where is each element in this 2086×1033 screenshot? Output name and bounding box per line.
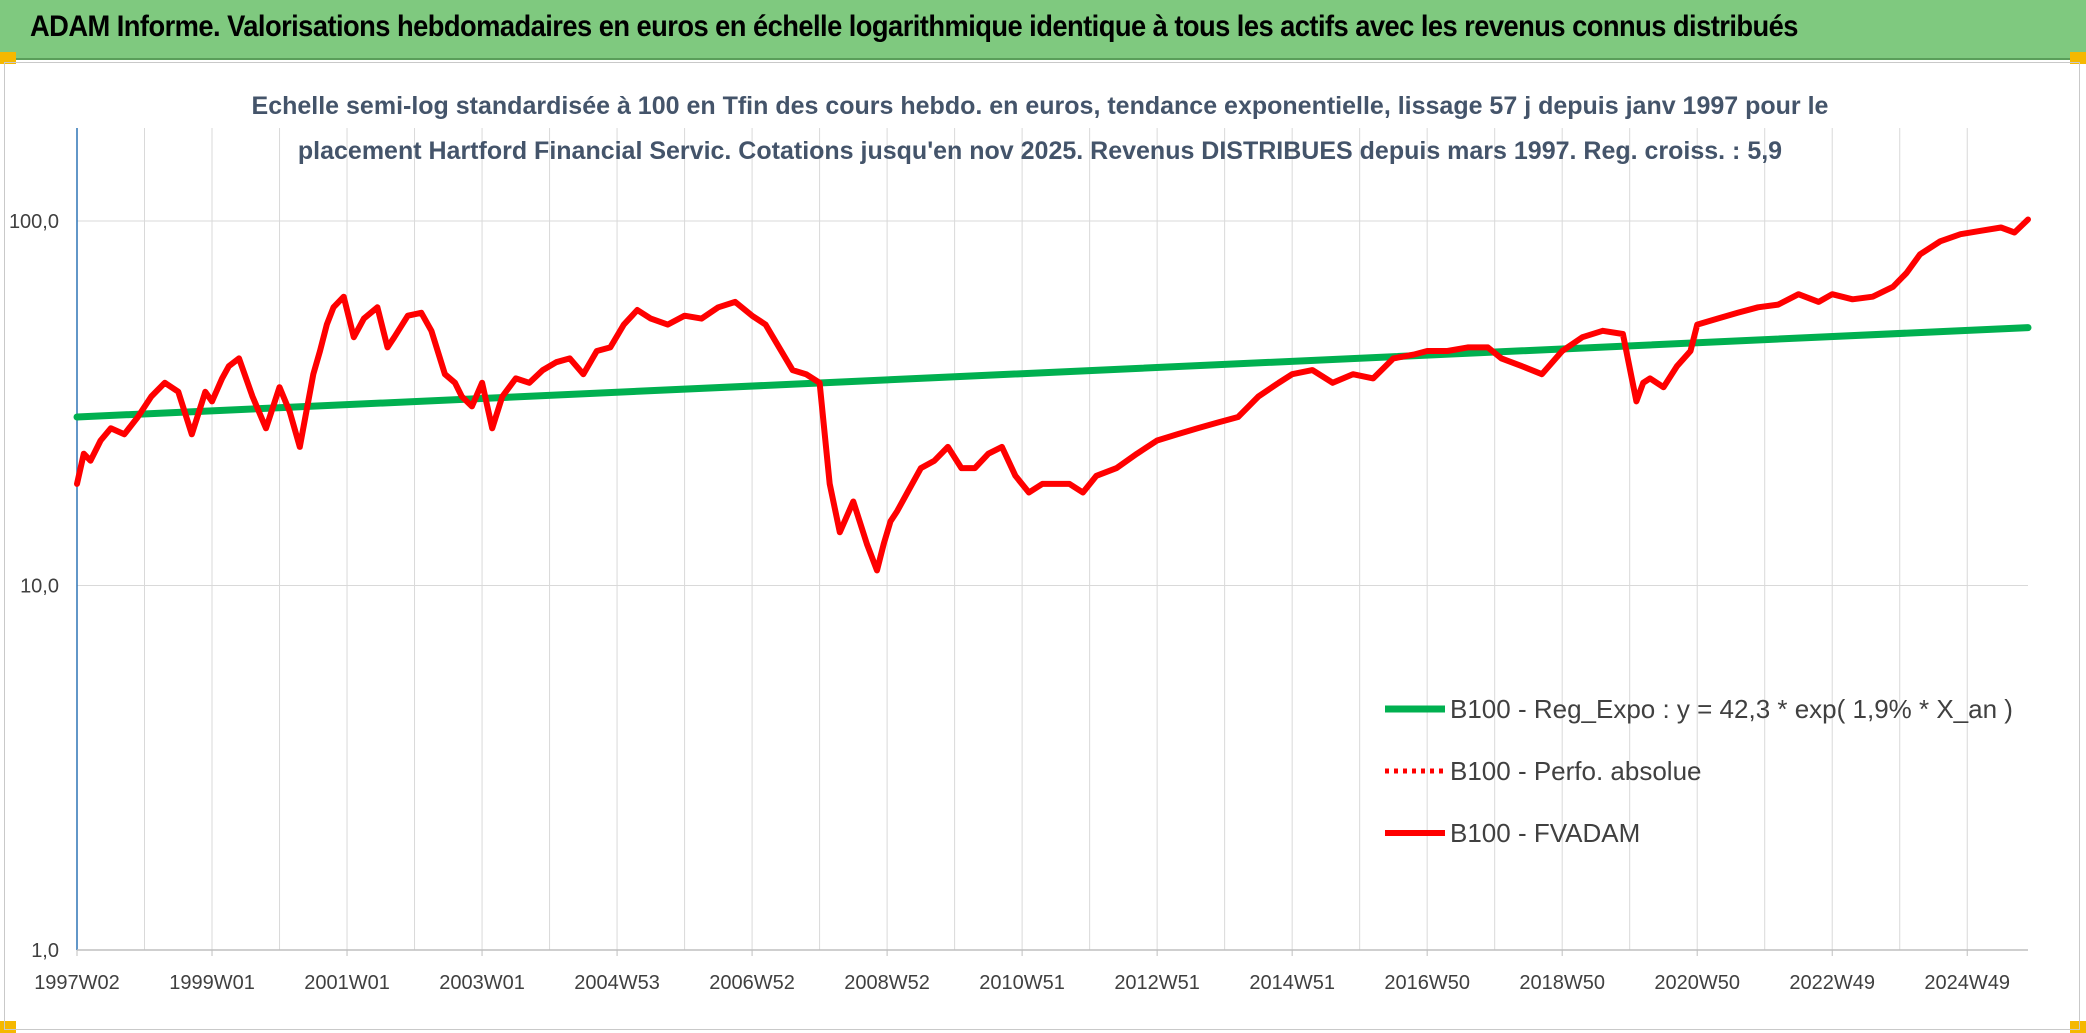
- fvadam-line: [74, 216, 2031, 574]
- x-tick-label: 2020W50: [1654, 972, 1740, 994]
- axes: 1,0 10,0 100,0 1997W02 1999W01 2001W01 2003W01…: [9, 128, 2028, 994]
- y-tick-label: 1,0: [31, 940, 59, 962]
- x-tick-label: 2016W50: [1384, 972, 1470, 994]
- x-tick-label: 2010W51: [979, 972, 1065, 994]
- corner-marker: [2070, 52, 2086, 64]
- legend: B100 - Reg_Expo : y = 42,3 * exp( 1,9% *…: [1385, 694, 2013, 848]
- y-tick-label: 10,0: [20, 576, 59, 598]
- regression-line: [73, 324, 2032, 421]
- chart-subtitle-line-1: Echelle semi-log standardisée à 100 en T…: [252, 92, 1829, 120]
- legend-label-regression: B100 - Reg_Expo : y = 42,3 * exp( 1,9% *…: [1450, 694, 2013, 724]
- x-tick-label: 2012W51: [1114, 972, 1200, 994]
- x-tick-label: 2014W51: [1249, 972, 1335, 994]
- chart-subtitle-line-2: placement Hartford Financial Servic. Cot…: [298, 137, 1782, 165]
- x-tick-label: 1999W01: [169, 972, 255, 994]
- y-tick-label: 100,0: [9, 211, 59, 233]
- x-tick-label: 2004W53: [574, 972, 660, 994]
- report-banner: ADAM Informe. Valorisations hebdomadaire…: [0, 0, 2086, 60]
- x-tick-label: 2003W01: [439, 972, 525, 994]
- legend-label-fvadam: B100 - FVADAM: [1450, 818, 1640, 848]
- x-tick-label: 2018W50: [1519, 972, 1605, 994]
- report-title: ADAM Informe. Valorisations hebdomadaire…: [30, 10, 1798, 43]
- legend-label-perfo-absolue: B100 - Perfo. absolue: [1450, 756, 1702, 786]
- grid-lines: [76, 128, 2028, 951]
- x-tick-label: 2022W49: [1789, 972, 1875, 994]
- series-lines: [73, 216, 2032, 574]
- x-tick-label: 2006W52: [709, 972, 795, 994]
- x-tick-label: 1997W02: [34, 972, 120, 994]
- corner-marker: [0, 52, 16, 64]
- x-tick-label: 2008W52: [844, 972, 930, 994]
- chart-frame: [4, 62, 2080, 1030]
- x-tick-label: 2001W01: [304, 972, 390, 994]
- x-tick-label: 2024W49: [1924, 972, 2010, 994]
- corner-marker: [2070, 1021, 2086, 1033]
